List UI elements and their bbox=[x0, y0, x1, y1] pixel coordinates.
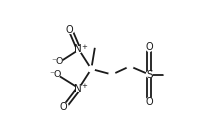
Circle shape bbox=[76, 47, 82, 53]
Text: ⁻O: ⁻O bbox=[52, 57, 64, 66]
Circle shape bbox=[109, 71, 115, 78]
Circle shape bbox=[146, 45, 152, 51]
Circle shape bbox=[146, 98, 152, 104]
Circle shape bbox=[93, 41, 99, 47]
Text: N: N bbox=[74, 44, 82, 54]
Text: ⁻O: ⁻O bbox=[49, 70, 62, 79]
Circle shape bbox=[146, 71, 152, 78]
Circle shape bbox=[56, 59, 62, 65]
Text: +: + bbox=[81, 83, 87, 89]
Circle shape bbox=[62, 103, 68, 109]
Circle shape bbox=[127, 63, 133, 69]
Text: O: O bbox=[145, 97, 153, 107]
Circle shape bbox=[68, 27, 74, 33]
Text: O: O bbox=[60, 102, 67, 112]
Text: N: N bbox=[74, 84, 82, 94]
Circle shape bbox=[164, 71, 170, 78]
Text: S: S bbox=[146, 70, 153, 79]
Circle shape bbox=[54, 71, 60, 78]
Text: O: O bbox=[145, 42, 153, 52]
Circle shape bbox=[76, 85, 82, 91]
Text: O: O bbox=[66, 25, 73, 35]
Circle shape bbox=[88, 66, 94, 72]
Text: +: + bbox=[81, 44, 87, 50]
